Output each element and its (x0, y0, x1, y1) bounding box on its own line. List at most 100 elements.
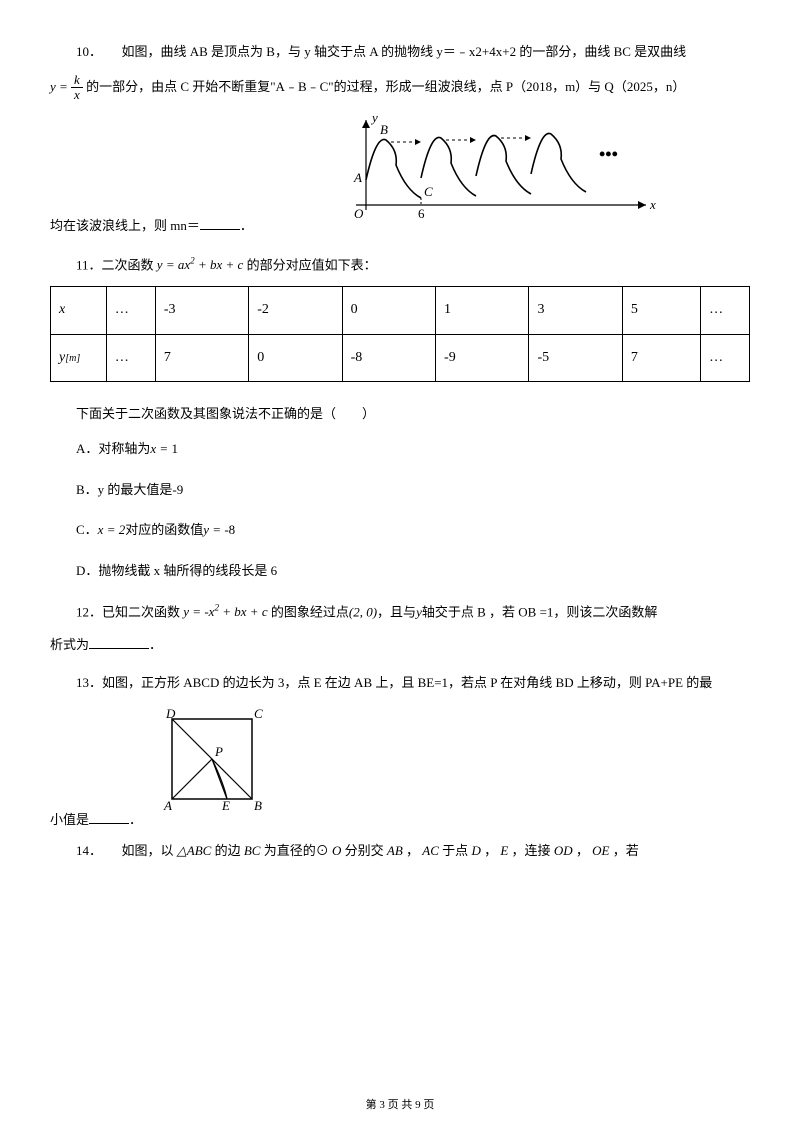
optA-f: x = (150, 441, 171, 456)
optA-v: 1 (171, 441, 178, 456)
q12-line2: 析式为． (50, 633, 750, 658)
question-12: 12．已知二次函数 y = -x2 + bx + c 的图象经过点(2, 0)，… (50, 600, 750, 625)
y4: -5 (529, 334, 622, 382)
q14-tc: 为直径的⊙ (264, 843, 329, 858)
q14-ab: AB (387, 843, 403, 858)
q10-frac-den: x (71, 88, 83, 102)
q12-blank (89, 636, 149, 649)
q14-ac: AC (422, 843, 439, 858)
q14-td: 分别交 (345, 843, 384, 858)
C-label: C (424, 184, 433, 199)
q14-te: 于点 (442, 843, 468, 858)
q12-num: 12 (76, 604, 89, 619)
q13-blank (89, 811, 129, 824)
table-row-y: y[m] … 7 0 -8 -9 -5 7 … (51, 334, 750, 382)
y3: -9 (436, 334, 529, 382)
q14-c1: ， (406, 843, 419, 858)
q10-blank (200, 217, 240, 230)
square-svg: D C A B E P (152, 704, 272, 824)
q10-text1: ． 如图，曲线 AB 是顶点为 B，与 y 轴交于点 A 的抛物线 y＝﹣x2+… (89, 44, 686, 59)
dots: … (106, 334, 155, 382)
svg-text:E: E (221, 798, 230, 813)
q14-bc: BC (244, 843, 261, 858)
q10-line3b: ． (240, 218, 253, 233)
q11-formula: y = ax2 + bx + c (157, 257, 244, 272)
x4: 3 (529, 286, 622, 334)
y-unit: [m] (65, 353, 80, 364)
optC-v: -8 (224, 522, 235, 537)
svg-text:P: P (214, 744, 223, 759)
question-10: 10． 如图，曲线 AB 是顶点为 B，与 y 轴交于点 A 的抛物线 y＝﹣x… (50, 40, 750, 239)
six-label: 6 (418, 206, 425, 221)
option-b: B．y 的最大值是-9 (76, 478, 750, 503)
q12-pt: (2, 0) (349, 604, 377, 619)
optC-a: C． (76, 522, 98, 537)
x2: 0 (342, 286, 435, 334)
q14-ta: ． 如图，以 (89, 843, 174, 858)
q11-stem2: 下面关于二次函数及其图象说法不正确的是（ ） (50, 402, 750, 427)
q10-eq-left: y = (50, 78, 68, 93)
q14-tg: ，若 (613, 843, 639, 858)
question-14: 14． 如图，以 △ABC 的边 BC 为直径的⊙ O 分别交 AB ， AC … (50, 839, 750, 864)
xlabel: x (649, 197, 656, 212)
y5: 7 (622, 334, 700, 382)
wave-figure-svg: y x A B C O 6 ••• (336, 110, 666, 230)
dots: … (106, 286, 155, 334)
q10-fig-row: 均在该波浪线上，则 mn＝． (50, 110, 750, 239)
q11-ta: ．二次函数 (89, 257, 154, 272)
q11-options: A．对称轴为x = 1 B．y 的最大值是-9 C．x = 2对应的函数值y =… (76, 437, 750, 584)
y0: 7 (155, 334, 248, 382)
q13-line2: 小值是． (50, 808, 142, 833)
q12-ta: ．已知二次函数 (89, 604, 180, 619)
q10-eq-line: y = k x 的一部分，由点 C 开始不断重复"A﹣B﹣C"的过程，形成一组波… (50, 73, 750, 103)
q10-frac-num: k (71, 73, 83, 88)
x-label: x (51, 286, 107, 334)
q14-o: O (332, 843, 341, 858)
q12-f1: y = -x2 + bx + c (183, 604, 267, 619)
y2: -8 (342, 334, 435, 382)
dots: … (701, 286, 750, 334)
q14-d: D (471, 843, 480, 858)
q12-tb: 的图象经过点 (271, 604, 349, 619)
x0: -3 (155, 286, 248, 334)
optC-b: 对应的函数值 (125, 522, 203, 537)
y1: 0 (249, 334, 342, 382)
q10-text2: 的一部分，由点 C 开始不断重复"A﹣B﹣C"的过程，形成一组波浪线，点 P（2… (86, 78, 685, 93)
optA-text: A．对称轴为 (76, 441, 150, 456)
q10-frac: k x (71, 73, 83, 103)
svg-text:B: B (254, 798, 262, 813)
svg-text:D: D (165, 706, 176, 721)
optC-f1: x = 2 (98, 522, 126, 537)
q13-ta: ．如图，正方形 ABCD 的边长为 3，点 E 在边 AB 上，且 BE=1，若… (89, 675, 712, 690)
A-label: A (353, 170, 362, 185)
svg-text:C: C (254, 706, 263, 721)
y-label: y[m] (51, 334, 107, 382)
q14-c2: ， (484, 843, 497, 858)
x1: -2 (249, 286, 342, 334)
q14-oe: OE (592, 843, 609, 858)
page-footer: 第 3 页 共 9 页 (0, 1095, 800, 1116)
q14-tri: △ABC (177, 843, 212, 858)
ylabel: y (370, 110, 378, 125)
svg-text:A: A (163, 798, 172, 813)
q14-tf: ，连接 (512, 843, 551, 858)
dots-label: ••• (599, 144, 618, 164)
q13-figure: D C A B E P (152, 704, 272, 833)
question-11-stem: 11．二次函数 y = ax2 + bx + c 的部分对应值如下表： (50, 253, 750, 278)
q14-tb: 的边 (215, 843, 241, 858)
q13-row: 小值是． D C A B E P (50, 704, 750, 833)
optC-f2: y = (203, 522, 224, 537)
x5: 5 (622, 286, 700, 334)
q12-tc: ，且与 (377, 604, 416, 619)
q10-line1: 10． 如图，曲线 AB 是顶点为 B，与 y 轴交于点 A 的抛物线 y＝﹣x… (50, 40, 750, 65)
q10-figure: y x A B C O 6 ••• (253, 110, 750, 239)
q12-te: 析式为 (50, 637, 89, 652)
q13-num: 13 (76, 675, 89, 690)
O-label: O (354, 206, 364, 221)
q11-tb: 的部分对应值如下表： (247, 257, 377, 272)
q12-td: 轴交于点 B ，若 OB =1，则该二次函数解 (422, 604, 658, 619)
q10-line3: 均在该波浪线上，则 mn＝． (50, 214, 253, 239)
q14-e: E (500, 843, 508, 858)
table-row-x: x … -3 -2 0 1 3 5 … (51, 286, 750, 334)
B-label: B (380, 122, 388, 137)
